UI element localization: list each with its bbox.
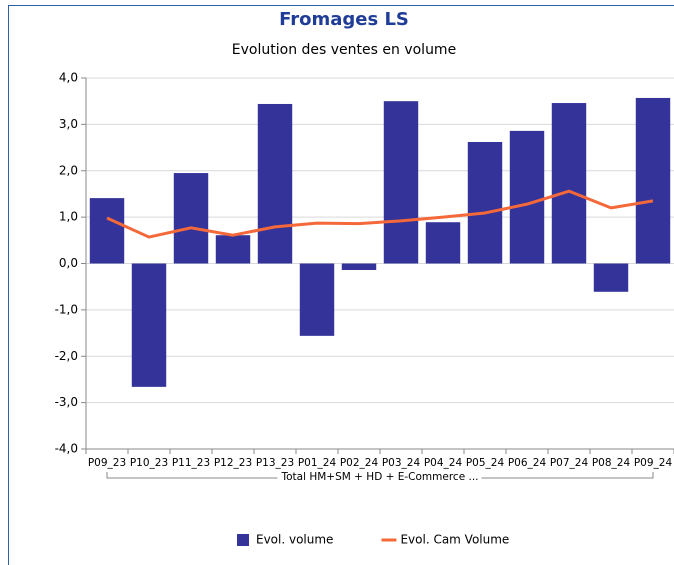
y-tick-label: 3,0 [59,117,78,131]
legend-swatch [237,534,249,546]
bar [383,101,419,264]
bar [551,103,587,264]
bar [257,103,293,264]
bar [89,198,125,264]
x-tick-label: P09_23 [88,457,126,469]
bar [593,263,629,292]
bar [341,263,377,270]
bar [635,97,671,264]
x-tick-label: P02_24 [340,457,379,469]
chart-subtitle: Evolution des ventes en volume [232,42,456,58]
x-tick-label: P12_23 [214,457,252,469]
y-tick-label: 2,0 [59,163,78,177]
x-tick-label: P06_24 [508,457,547,469]
bar [425,222,461,264]
legend-label: Evol. Cam Volume [400,533,509,547]
x-tick-label: P13_23 [256,457,294,469]
y-tick-label: 4,0 [59,71,78,85]
x-tick-label: P11_23 [172,457,210,469]
group-label: Total HM+SM + HD + E-Commerce ... [280,471,478,483]
x-tick-label: P03_24 [382,457,421,469]
bar [509,130,545,264]
bar [173,173,209,264]
x-tick-label: P09_24 [634,457,673,469]
x-tick-label: P04_24 [424,457,463,469]
y-tick-label: -1,0 [55,302,78,316]
y-tick-label: 1,0 [59,210,78,224]
x-tick-label: P08_24 [592,457,631,469]
legend-label: Evol. volume [256,533,333,547]
bar [299,263,335,336]
x-tick-label: P01_24 [298,457,337,469]
x-tick-label: P07_24 [550,457,589,469]
y-tick-label: -2,0 [55,349,78,363]
bar [467,141,503,264]
line [106,189,654,239]
bar [215,235,251,264]
x-tick-label: P10_23 [130,457,168,469]
x-tick-label: P05_24 [466,457,505,469]
bar [131,263,167,387]
group-label-bg [277,471,482,483]
y-tick-label: -3,0 [55,395,78,409]
chart-title: Fromages LS [279,9,409,30]
y-tick-label: -4,0 [55,442,78,456]
y-tick-label: 0,0 [59,256,78,270]
